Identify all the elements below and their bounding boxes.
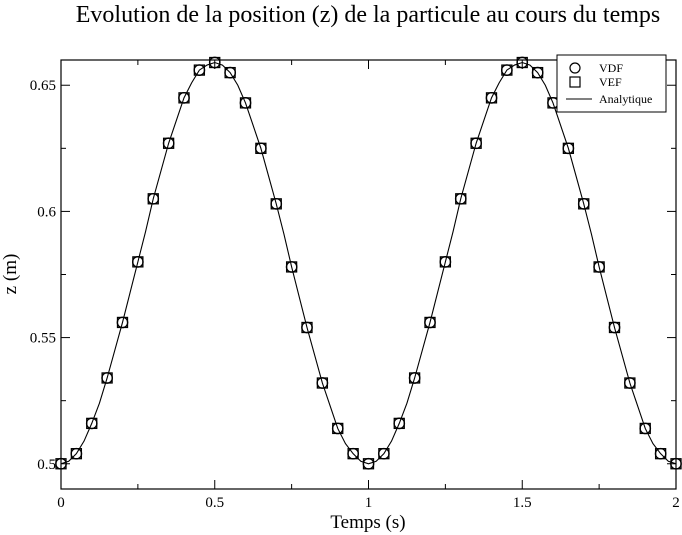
vef-point xyxy=(624,377,636,389)
vef-point xyxy=(455,193,467,205)
vef-point xyxy=(639,422,651,435)
vef-point xyxy=(255,142,267,154)
legend-analytique-label: Analytique xyxy=(599,92,652,106)
vef-point xyxy=(562,142,575,154)
vef-point xyxy=(347,448,359,460)
y-tick-label: 0.6 xyxy=(37,204,56,220)
vef-point xyxy=(178,92,190,104)
analytic-curve-layer xyxy=(60,61,677,465)
vef-point xyxy=(393,417,405,430)
vef-point xyxy=(101,372,113,384)
vef-point xyxy=(362,458,375,470)
vef-point xyxy=(470,137,482,149)
vef-point xyxy=(86,417,98,430)
legend-vef-marker xyxy=(569,76,581,88)
x-tick-label: 0 xyxy=(57,495,65,511)
vef-point xyxy=(116,316,129,329)
plot-area xyxy=(60,59,677,490)
x-tick-label: 2 xyxy=(672,495,680,511)
x-tick-label: 1 xyxy=(365,495,373,511)
legend-box xyxy=(556,54,667,113)
vef-point xyxy=(270,198,282,210)
ticks-layer: 0 0.5 1 1.5 2 0.5 0.55 0.6 0.65 xyxy=(30,60,680,511)
vef-point xyxy=(378,448,390,460)
legend-vef-label: VEF xyxy=(599,75,622,89)
vef-point xyxy=(424,316,436,329)
y-tick-label: 0.5 xyxy=(37,457,56,473)
vef-point xyxy=(578,198,590,210)
vef-point xyxy=(408,372,421,384)
vef-point xyxy=(70,448,83,460)
vef-point xyxy=(147,193,159,205)
vef-point xyxy=(301,321,313,334)
vef-point xyxy=(439,256,452,268)
vef-point xyxy=(162,137,175,149)
vef-point xyxy=(485,92,498,104)
x-tick-label: 0.5 xyxy=(205,495,224,511)
legend-vdf-marker xyxy=(569,62,581,74)
vef-point xyxy=(285,261,298,273)
legend-vdf-label: VDF xyxy=(599,61,623,75)
analytique-line xyxy=(60,61,677,465)
chart-title: Evolution de la position (z) de la parti… xyxy=(76,2,661,28)
vef-point xyxy=(132,256,144,268)
vef-point xyxy=(531,66,544,79)
vef-point xyxy=(332,422,344,435)
marker-layer xyxy=(55,56,682,470)
vef-point xyxy=(593,261,605,273)
y-tick-label: 0.55 xyxy=(30,331,56,347)
y-axis-label: z (m) xyxy=(0,254,21,295)
vef-point xyxy=(239,97,252,109)
vef-point xyxy=(316,377,329,389)
legend: VDF VEF Analytique xyxy=(556,54,667,113)
vef-point xyxy=(193,64,206,76)
x-axis-label: Temps (s) xyxy=(330,512,405,533)
vef-point xyxy=(224,66,236,79)
x-tick-label: 1.5 xyxy=(513,495,532,511)
y-tick-label: 0.65 xyxy=(30,78,56,94)
plot-frame xyxy=(60,59,677,490)
vef-point xyxy=(654,448,667,460)
vef-point xyxy=(608,321,621,334)
vef-point xyxy=(501,64,513,76)
